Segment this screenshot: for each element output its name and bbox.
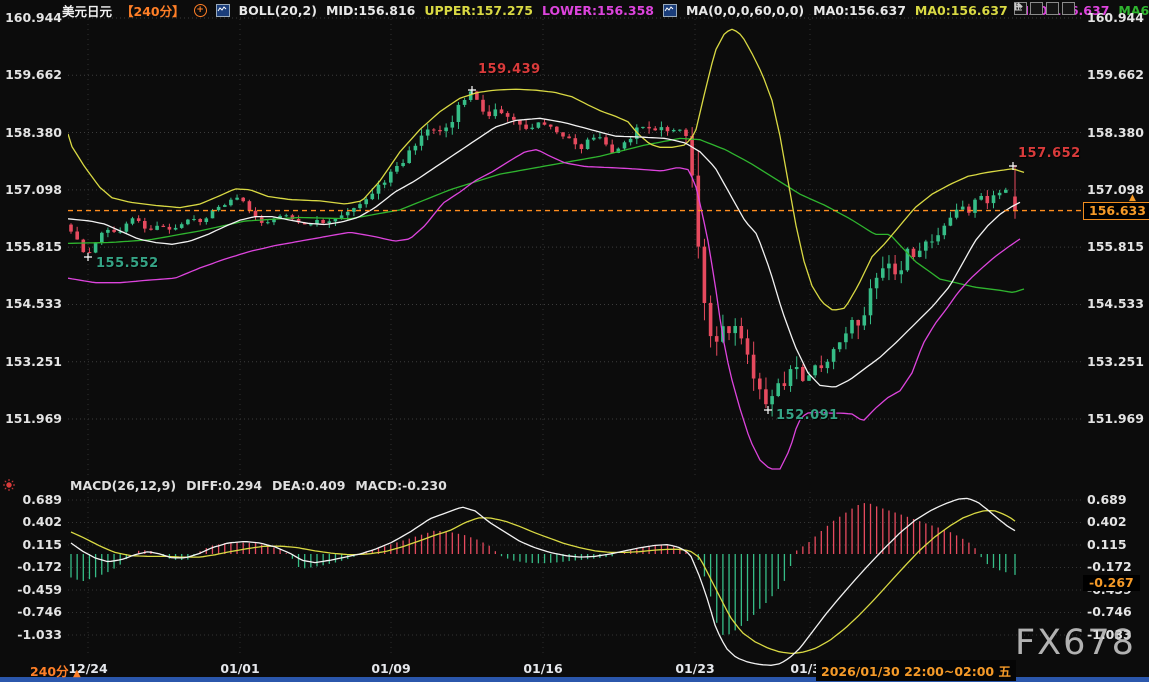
watermark: FX678: [1015, 623, 1136, 663]
price-tick-label-left: 158.380: [5, 125, 62, 140]
zoom-out-range-button[interactable]: [1014, 2, 1043, 15]
macd-title: MACD(26,12,9): [70, 478, 177, 493]
macd-tick-label-right: -0.746: [1087, 604, 1132, 619]
price-tick-label-left: 151.969: [5, 411, 62, 426]
bar-time-range-box: 2026/01/30 22:00~02:00 五: [816, 660, 1016, 681]
price-tick-label-left: 159.662: [5, 67, 62, 82]
last-price-value: 156.633: [1089, 203, 1146, 218]
macd-header: MACD(26,12,9) DIFF:0.294 DEA:0.409 MACD:…: [70, 478, 447, 493]
ma0-white-value: MA0:156.637: [813, 3, 906, 18]
price-tick-label-left: 153.251: [5, 354, 62, 369]
macd-tick-label-right: -0.172: [1087, 559, 1132, 574]
ma60-label: MA60:: [1118, 3, 1149, 18]
macd-tick-label-left: -0.172: [17, 559, 62, 574]
price-tick-label-left: 154.533: [5, 296, 62, 311]
macd-macd-value: MACD:-0.230: [355, 478, 447, 493]
boll-lower-value: LOWER:156.358: [541, 3, 654, 18]
scroll-latest-button[interactable]: [1015, 2, 1075, 15]
price-tick-label-left: 160.944: [5, 10, 62, 25]
chart-toolbar: [1014, 2, 1075, 15]
add-indicator-icon[interactable]: +: [193, 4, 207, 17]
macd-tick-label-left: 0.689: [22, 492, 62, 507]
price-annotation: 155.552: [96, 256, 159, 271]
ma0-yellow-value: MA0:156.637: [914, 3, 1008, 18]
price-tick-label-right: 159.662: [1087, 67, 1144, 82]
price-tick-label-right: 151.969: [1087, 411, 1144, 426]
price-annotation: 159.439: [478, 62, 541, 77]
price-tick-label-right: 158.380: [1087, 125, 1144, 140]
chart-header: 美元日元 【240分】 + BOLL(20,2) MID:156.816 UPP…: [62, 1, 1149, 20]
macd-tick-label-left: -1.033: [17, 627, 62, 642]
price-annotation: 157.652: [1018, 146, 1081, 161]
symbol-title: 美元日元: [62, 4, 113, 19]
boll-label: BOLL(20,2): [238, 3, 317, 18]
date-tick-label: 01/01: [220, 661, 260, 676]
date-tick-label: 12/24: [68, 661, 108, 676]
zoom-in-range-button[interactable]: [1014, 2, 1059, 15]
timeframe-label[interactable]: 240分 ▲: [30, 664, 81, 679]
last-price-box: 156.633: [1083, 202, 1149, 220]
macd-tick-label-right: 0.115: [1087, 537, 1127, 552]
macd-dea-value: DEA:0.409: [272, 478, 346, 493]
date-tick-label: 01/23: [675, 661, 715, 676]
macd-tick-label-right: 0.402: [1087, 514, 1127, 529]
horizontal-scrollbar[interactable]: [0, 677, 1149, 682]
price-tick-label-right: 157.098: [1087, 182, 1144, 197]
price-up-arrow-icon: ▲: [1129, 193, 1136, 203]
price-tick-label-right: 153.251: [1087, 354, 1144, 369]
macd-tick-label-right: 0.689: [1087, 492, 1127, 507]
timeframe-arrow-icon: ▲: [72, 668, 81, 679]
price-chart-canvas[interactable]: [0, 0, 1149, 478]
boll-upper-value: UPPER:157.275: [424, 3, 533, 18]
macd-tick-label-left: -0.746: [17, 604, 62, 619]
price-tick-label-right: 160.944: [1087, 10, 1144, 25]
macd-tick-label-left: -0.459: [17, 582, 62, 597]
boll-indicator-icon[interactable]: [215, 4, 230, 17]
price-tick-label-right: 154.533: [1087, 296, 1144, 311]
macd-chart-canvas[interactable]: [0, 478, 1149, 682]
macd-diff-value: DIFF:0.294: [186, 478, 263, 493]
macd-current-value: -0.267: [1089, 575, 1134, 590]
price-tick-label-left: 157.098: [5, 182, 62, 197]
date-tick-label: 01/16: [523, 661, 563, 676]
macd-tick-label-left: 0.115: [22, 537, 62, 552]
boll-mid-value: MID:156.816: [325, 3, 416, 18]
macd-current-box: -0.267: [1083, 575, 1140, 591]
price-annotation: 152.091: [776, 408, 839, 423]
macd-tick-label-left: 0.402: [22, 514, 62, 529]
date-tick-label: 01/09: [371, 661, 411, 676]
price-tick-label-left: 155.815: [5, 239, 62, 254]
price-tick-label-right: 155.815: [1087, 239, 1144, 254]
ma-indicator-icon[interactable]: [662, 4, 677, 17]
macd-tick-label-right: -1.033: [1087, 627, 1132, 642]
ma-label: MA(0,0,0,60,0,0): [685, 3, 805, 18]
period-badge[interactable]: 【240分】: [121, 4, 185, 19]
